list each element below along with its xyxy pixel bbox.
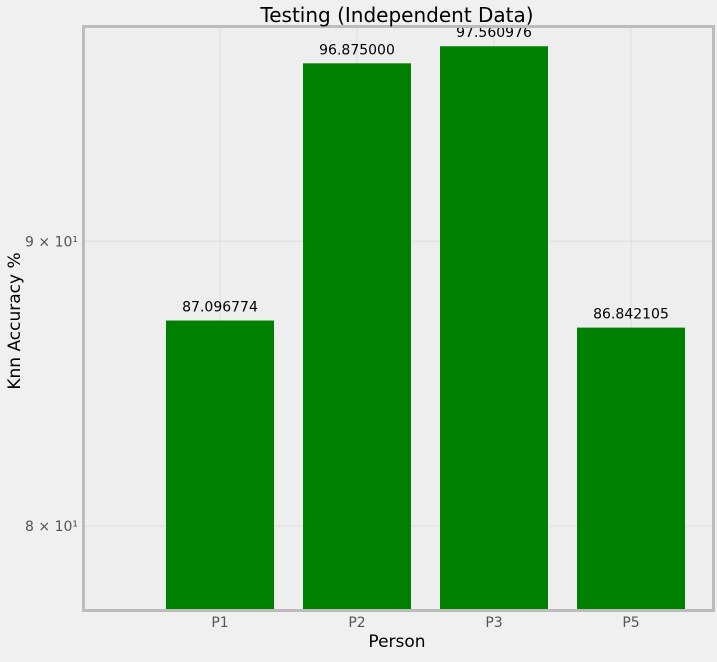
x-axis-label: Person (368, 632, 425, 652)
y-tick-label: 8 × 10¹ (25, 519, 78, 535)
bar-value-label: 96.875000 (319, 42, 395, 58)
y-tick-label: 9 × 10¹ (25, 234, 78, 250)
x-tick-label: P1 (211, 615, 228, 631)
plot-frame (82, 25, 715, 612)
x-tick-label: P3 (485, 615, 502, 631)
bar-p1 (166, 320, 274, 609)
x-tick-label: P5 (622, 615, 639, 631)
bars (166, 46, 685, 610)
bar-p5 (577, 327, 685, 609)
bar-p3 (440, 46, 548, 610)
bar-value-label: 86.842105 (593, 307, 669, 323)
chart-title: Testing (Independent Data) (259, 3, 533, 27)
x-tick-labels: P1 P2 P3 P5 (211, 615, 639, 631)
y-tick-labels: 8 × 10¹ 9 × 10¹ (25, 234, 78, 535)
y-axis-label: Knn Accuracy % (5, 252, 25, 389)
bar-value-label: 87.096774 (182, 300, 258, 316)
bar-value-labels: 87.096774 96.875000 97.560976 86.842105 (182, 25, 669, 322)
x-tick-label: P2 (348, 615, 365, 631)
bar-p2 (303, 63, 411, 610)
bar-value-label: 97.560976 (456, 25, 532, 41)
